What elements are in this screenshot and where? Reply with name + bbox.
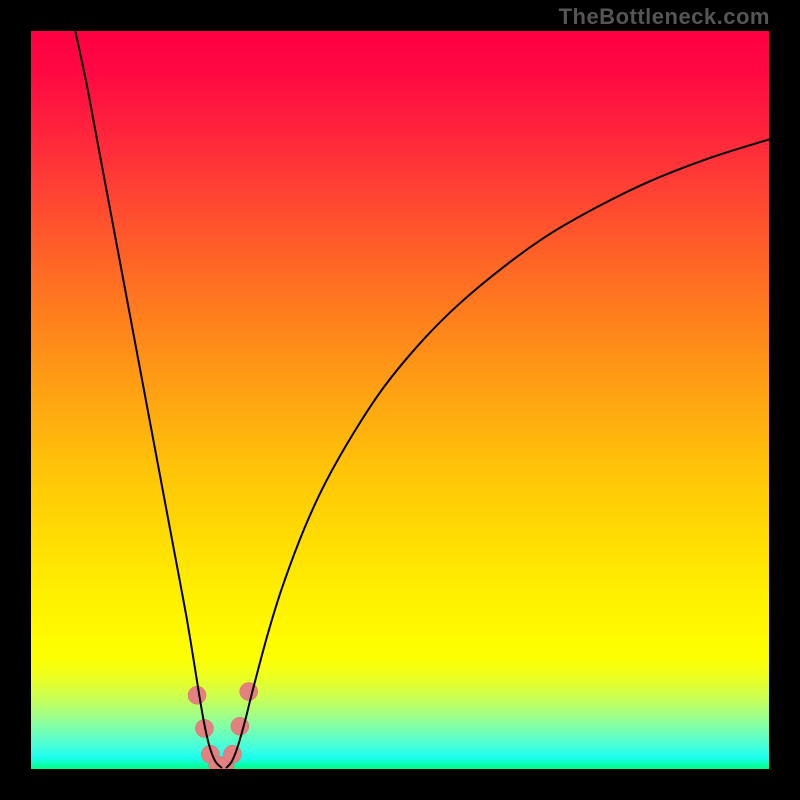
curves-layer	[31, 31, 769, 769]
left-curve	[75, 31, 221, 768]
chart-container: TheBottleneck.com	[0, 0, 800, 800]
plot-area	[31, 31, 769, 769]
right-curve	[227, 139, 769, 767]
watermark-text: TheBottleneck.com	[559, 4, 770, 30]
valley-marker	[188, 686, 206, 704]
